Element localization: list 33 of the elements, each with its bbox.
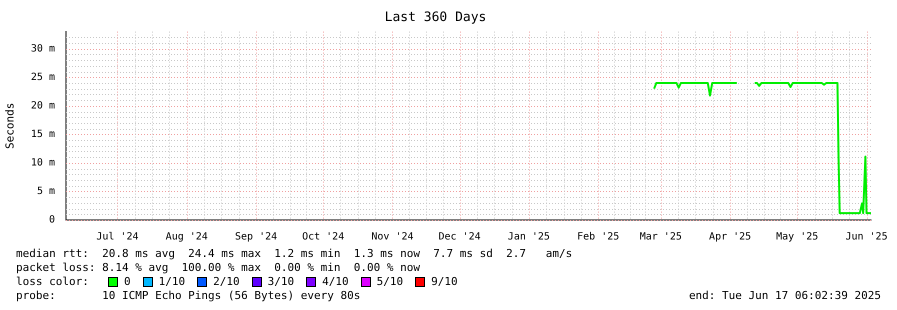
y-tick-label: 10 m <box>30 158 55 169</box>
x-tick-label: Feb '25 <box>577 232 620 243</box>
x-tick-label: Dec '24 <box>438 232 481 243</box>
chart-title: Last 360 Days <box>384 10 486 26</box>
text: 2/10 <box>213 275 240 289</box>
text: probe: 10 ICMP Echo Pings (56 Bytes) every 80s <box>16 289 360 303</box>
y-tick-label: 20 m <box>30 100 55 112</box>
text: 4/10 <box>322 275 349 289</box>
x-tick-label: Apr '25 <box>709 232 752 243</box>
x-tick-label: Jun '25 <box>845 232 888 243</box>
text: packet loss: 8.14 % avg 100.00 % max 0.00 % min 0.00 % now <box>16 261 420 275</box>
y-tick-label: 5 m <box>36 186 55 198</box>
y-axis-title: Seconds <box>3 102 16 149</box>
x-tick-label: Sep '24 <box>234 232 278 243</box>
y-tick-label: 25 m <box>30 72 55 83</box>
x-tick-label: Jan '25 <box>508 232 550 243</box>
text: 1/10 <box>158 275 186 289</box>
text: 5/10 <box>376 275 404 289</box>
x-tick-label: May '25 <box>776 232 818 243</box>
text: 0 <box>124 275 131 289</box>
x-tick-label: Jul '24 <box>96 232 139 243</box>
x-tick-label: Mar '25 <box>640 232 682 243</box>
y-tick-label: 30 m <box>30 43 55 54</box>
y-tick-label: 0 <box>48 214 55 226</box>
x-tick-label: Oct '24 <box>302 232 344 243</box>
text: 3/10 <box>268 275 294 289</box>
x-tick-label: Nov '24 <box>371 232 414 243</box>
text: end: Tue Jun 17 06:02:39 2025 <box>688 289 881 303</box>
text: loss color: <box>16 275 90 289</box>
x-tick-label: Aug '24 <box>166 232 208 243</box>
y-tick-label: 15 m <box>30 128 55 140</box>
text: 9/10 <box>431 275 458 289</box>
text: median rtt: 20.8 ms avg 24.4 ms max 1.2 ms min 1.3 ms now 7.7 ms sd 2.7 am/s <box>16 247 572 261</box>
